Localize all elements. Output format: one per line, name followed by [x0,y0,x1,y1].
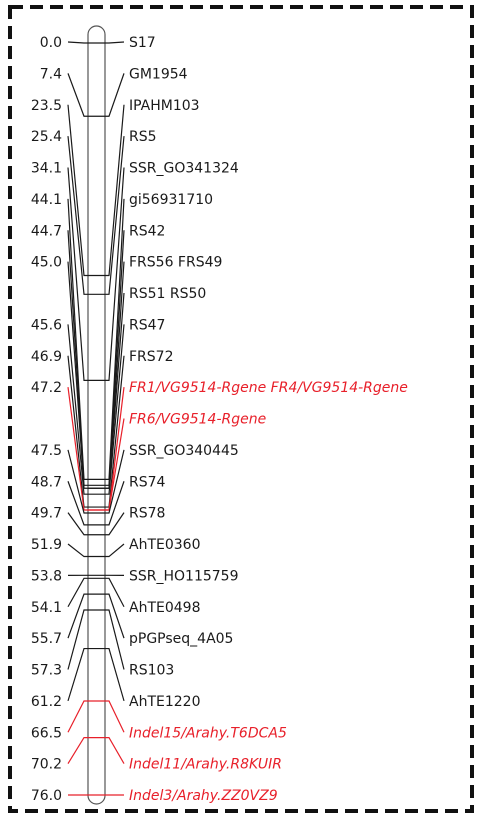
marker-position: 76.0 [31,788,62,804]
marker-connector-left-ahte0498 [67,577,88,608]
marker-position: 49.7 [31,506,62,522]
marker-connector-right-ahte1220 [105,647,125,702]
marker-label: gi56931710 [129,192,213,208]
marker-label: Indel15/Arahy.T6DCA5 [129,725,287,741]
marker-position: 66.5 [31,725,62,741]
marker-position: 48.7 [31,474,62,490]
marker-connector-left-rs5 [67,136,88,295]
marker-connector-right-indel15-arahy-t6dca5 [105,700,125,733]
marker-position: 55.7 [31,631,62,647]
marker-connector-left-indel11-arahy-r8kuir [67,737,88,764]
marker-label: RS74 [129,474,166,490]
position-labels: 0.0 7.4 23.5 25.4 34.1 44.1 44.7 45.0 45.6 46.9 47… [31,35,62,804]
marker-connectors [67,41,125,796]
marker-label: AhTE1220 [129,694,200,710]
marker-connector-right-ssr-go340445 [105,449,125,514]
marker-connector-right-gm1954 [105,73,125,117]
marker-label: pPGPseq_4A05 [129,631,233,647]
marker-connector-left-ahte0360 [67,543,88,558]
marker-label: RS47 [129,317,165,333]
dashed-border [8,5,474,813]
marker-connector-left-ssr-go340445 [67,449,88,514]
marker-position: 57.3 [31,663,62,679]
marker-label: Indel11/Arahy.R8KUIR [129,757,282,773]
marker-connector-left-ipahm103 [67,104,88,277]
marker-connector-right-ssr-go341324 [105,167,125,382]
marker-connector-left-ppgpseq-4a05 [67,593,88,639]
marker-connector-left-fr1-vg9514-rgene-fr4-vg9514-rgene [67,387,88,511]
marker-position: 51.9 [31,537,62,553]
marker-connector-right-ppgpseq-4a05 [105,593,125,639]
marker-connector-left-s17 [67,41,88,44]
marker-connector-left-rs74 [67,481,88,526]
marker-position: 45.6 [31,317,62,333]
marker-connector-right-rs74 [105,481,125,526]
marker-connector-left-rs103 [67,609,88,670]
marker-position: 53.8 [31,568,62,584]
marker-connector-left-ssr-go341324 [67,167,88,382]
marker-position: 47.2 [31,380,62,396]
marker-ticks [88,42,105,796]
marker-position: 23.5 [31,98,62,114]
marker-position: 70.2 [31,757,62,773]
marker-label: RS78 [129,506,165,522]
marker-connector-left-rs78 [67,512,88,536]
marker-connector-right-fr6-vg9514-rgene [105,418,125,511]
marker-label: FR1/VG9514-Rgene FR4/VG9514-Rgene [129,380,408,396]
marker-position: 25.4 [31,129,62,145]
marker-label: AhTE0498 [129,600,200,616]
marker-label: Indel3/Arahy.ZZ0VZ9 [129,788,278,804]
marker-label: RS5 [129,129,157,145]
marker-connector-right-s17 [105,41,125,44]
marker-connector-left-rs47 [67,324,88,495]
marker-connector-right-rs103 [105,609,125,670]
marker-label: S17 [129,35,156,51]
marker-position: 44.1 [31,192,62,208]
marker-position: 61.2 [31,694,62,710]
marker-connector-right-rs5 [105,136,125,295]
marker-label: IPAHM103 [129,98,200,114]
marker-connector-left-indel15-arahy-t6dca5 [67,700,88,733]
marker-position: 47.5 [31,443,62,459]
marker-connector-right-ahte0360 [105,543,125,558]
marker-label: RS51 RS50 [129,286,206,302]
marker-connector-right-rs78 [105,512,125,536]
marker-connector-right-ipahm103 [105,104,125,277]
marker-position: 45.0 [31,255,62,271]
marker-connector-right-ahte0498 [105,577,125,608]
marker-label: FRS56 FRS49 [129,255,222,271]
marker-position: 46.9 [31,349,62,365]
marker-label: SSR_GO340445 [129,443,239,459]
marker-label: FR6/VG9514-Rgene [129,412,266,428]
marker-label: RS103 [129,663,174,679]
marker-label: SSR_GO341324 [129,161,239,177]
marker-position: 34.1 [31,161,62,177]
marker-connector-left-gm1954 [67,73,88,117]
marker-position: 44.7 [31,223,62,239]
marker-position: 0.0 [40,35,62,51]
marker-label: SSR_HO115759 [129,568,239,584]
marker-connector-right-rs47 [105,324,125,495]
marker-position: 54.1 [31,600,62,616]
marker-label: AhTE0360 [129,537,200,553]
marker-labels: S17 GM1954 IPAHM103 RS5 SSR_GO341324 gi569317… [129,35,408,804]
marker-label: FRS72 [129,349,173,365]
marker-position: 7.4 [40,66,62,82]
chromosome-bar [87,25,106,805]
marker-label: RS42 [129,223,165,239]
marker-label: GM1954 [129,66,188,82]
marker-connector-right-indel11-arahy-r8kuir [105,737,125,764]
marker-connector-left-ahte1220 [67,647,88,702]
